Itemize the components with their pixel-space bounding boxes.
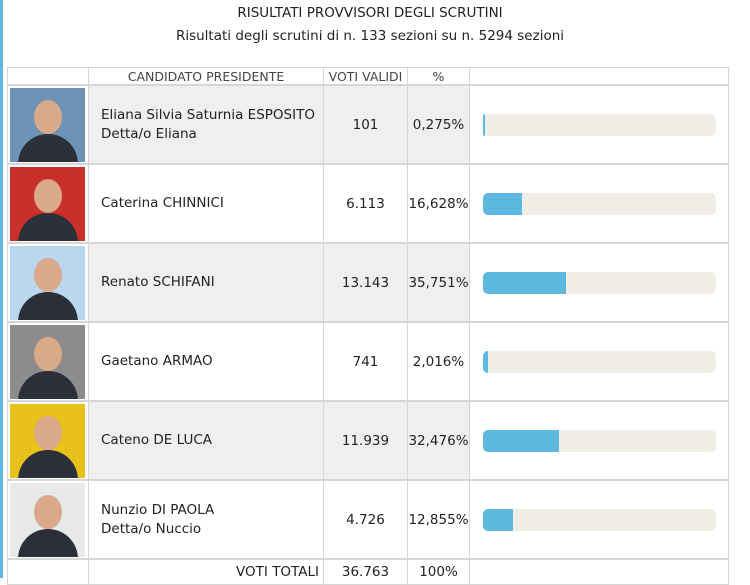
- total-cell: [7, 559, 89, 585]
- column-header: CANDIDATO PRESIDENTE: [88, 67, 324, 85]
- votes: 13.143: [341, 274, 390, 291]
- votes: 11.939: [341, 432, 390, 449]
- bar-track: [483, 429, 716, 452]
- candidate-photo-cell: [7, 401, 89, 480]
- percent: 35,751%: [408, 274, 469, 291]
- votes: 741: [352, 353, 379, 370]
- candidate-photo-cell: [7, 164, 89, 243]
- votes: 4.726: [346, 511, 385, 528]
- total-label-cell: VOTI TOTALI: [88, 559, 324, 585]
- candidate-name-cell: Cateno DE LUCA: [88, 401, 324, 480]
- photo-head: [34, 178, 62, 213]
- candidate-name: Detta/o Nuccio: [101, 520, 202, 537]
- percent: 2,016%: [412, 353, 465, 370]
- percent: 32,476%: [408, 432, 469, 449]
- bar-cell: [469, 164, 729, 243]
- percent-bar: [483, 113, 485, 136]
- bar-cell: [469, 322, 729, 401]
- photo-body: [18, 528, 78, 557]
- votes: 6.113: [346, 195, 385, 212]
- candidate-name: Renato SCHIFANI: [101, 274, 215, 290]
- candidate-photo: [10, 166, 85, 241]
- total-percent-cell: 100%: [407, 559, 470, 585]
- votes-cell: 6.113: [323, 164, 408, 243]
- candidate-photo: [10, 324, 85, 399]
- percent-cell: 35,751%: [407, 243, 470, 322]
- bar-track: [483, 192, 716, 215]
- bar-cell: [469, 480, 729, 559]
- photo-head: [34, 336, 62, 371]
- photo-head: [34, 415, 62, 450]
- bar-cell: [469, 85, 729, 164]
- candidate-name: Caterina CHINNICI: [101, 195, 224, 211]
- percent-bar: [483, 271, 567, 294]
- candidate-photo-cell: [7, 85, 89, 164]
- percent-cell: 16,628%: [407, 164, 470, 243]
- total-label: VOTI TOTALI: [236, 564, 319, 580]
- candidate-name: Nunzio DI PAOLA: [101, 501, 215, 518]
- candidate-photo: [10, 482, 85, 557]
- photo-body: [18, 133, 78, 162]
- bar-track: [483, 508, 716, 531]
- total-votes-cell: 36.763: [323, 559, 408, 585]
- bar-track: [483, 113, 716, 136]
- bar-track: [483, 271, 716, 294]
- candidate-name-cell: Caterina CHINNICI: [88, 164, 324, 243]
- photo-head: [34, 494, 62, 529]
- candidate-name-cell: Nunzio DI PAOLA Detta/o Nuccio: [88, 480, 324, 559]
- total-votes: 36.763: [341, 564, 390, 580]
- votes-cell: 101: [323, 85, 408, 164]
- photo-body: [18, 370, 78, 399]
- left-edge: [0, 0, 3, 578]
- header-cell: [7, 67, 89, 85]
- percent: 0,275%: [412, 116, 465, 133]
- candidate-name: Cateno DE LUCA: [101, 432, 213, 448]
- candidate-name-cell: Eliana Silvia Saturnia ESPOSITO Detta/o E…: [88, 85, 324, 164]
- bar-cell: [469, 243, 729, 322]
- percent-bar: [483, 508, 513, 531]
- total-cell: [469, 559, 729, 585]
- percent-cell: 0,275%: [407, 85, 470, 164]
- votes-cell: 741: [323, 322, 408, 401]
- column-header: VOTI VALIDI: [323, 67, 408, 85]
- votes: 101: [352, 116, 379, 133]
- page-title: RISULTATI PROVVISORI DEGLI SCRUTINI: [237, 5, 503, 21]
- percent: 16,628%: [408, 195, 469, 212]
- percent-cell: 12,855%: [407, 480, 470, 559]
- candidate-name-cell: Renato SCHIFANI: [88, 243, 324, 322]
- total-percent: 100%: [419, 564, 458, 580]
- percent-bar: [483, 350, 488, 373]
- photo-body: [18, 449, 78, 478]
- candidate-name: Eliana Silvia Saturnia ESPOSITO: [101, 106, 315, 123]
- votes-cell: 11.939: [323, 401, 408, 480]
- candidate-photo-cell: [7, 480, 89, 559]
- percent-cell: 2,016%: [407, 322, 470, 401]
- candidate-photo-cell: [7, 322, 89, 401]
- candidate-photo-cell: [7, 243, 89, 322]
- photo-body: [18, 212, 78, 241]
- candidate-name-cell: Gaetano ARMAO: [88, 322, 324, 401]
- percent-bar: [483, 192, 522, 215]
- candidate-photo: [10, 87, 85, 162]
- photo-head: [34, 99, 62, 134]
- photo-head: [34, 257, 62, 292]
- percent-bar: [483, 429, 559, 452]
- page-subtitle: Risultati degli scrutini di n. 133 sezio…: [175, 28, 565, 44]
- candidate-name: Detta/o Eliana: [101, 125, 197, 142]
- votes-cell: 4.726: [323, 480, 408, 559]
- candidate-name: Gaetano ARMAO: [101, 353, 213, 369]
- header-cell: [469, 67, 729, 85]
- bar-track: [483, 350, 716, 373]
- candidate-photo: [10, 245, 85, 320]
- column-header: %: [407, 67, 470, 85]
- percent: 12,855%: [408, 511, 469, 528]
- bar-cell: [469, 401, 729, 480]
- candidate-photo: [10, 403, 85, 478]
- percent-cell: 32,476%: [407, 401, 470, 480]
- photo-body: [18, 291, 78, 320]
- votes-cell: 13.143: [323, 243, 408, 322]
